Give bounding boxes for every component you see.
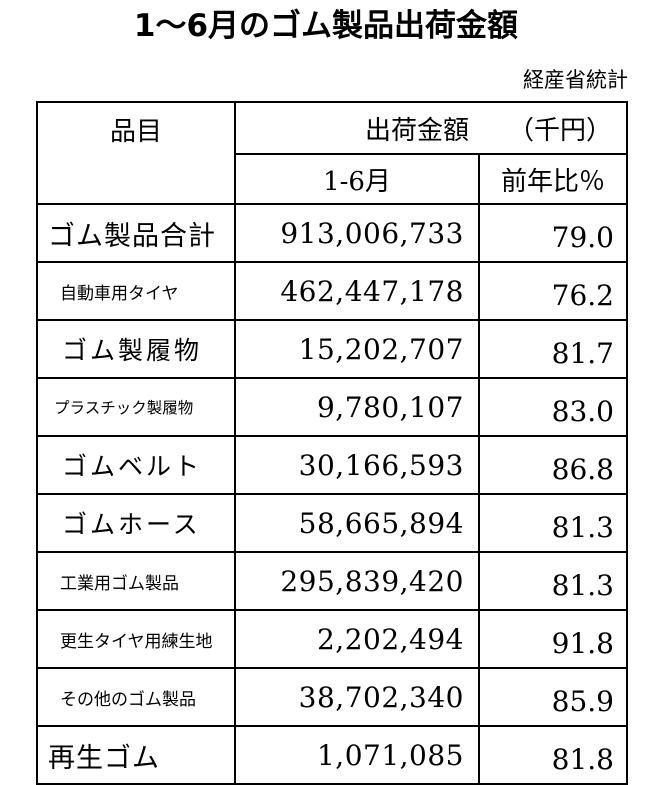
row-yoy: 81.7 [478, 319, 628, 379]
table-row: ゴムベルト 30,166,593 86.8 [36, 435, 628, 495]
table-row: 工業用ゴム製品 295,839,420 81.3 [36, 551, 628, 611]
shipment-table: 品目 出荷金額 （千円） 1-6月 前年比％ ゴム製品合計 913,006,73… [36, 101, 628, 785]
row-value: 913,006,733 [234, 203, 480, 263]
row-yoy: 81.3 [478, 493, 628, 553]
row-yoy: 81.8 [478, 725, 628, 785]
row-value: 38,702,340 [234, 667, 480, 727]
row-yoy: 83.0 [478, 377, 628, 437]
table-row: プラスチック製履物 9,780,107 83.0 [36, 377, 628, 437]
row-value: 58,665,894 [234, 493, 480, 553]
row-yoy: 86.8 [478, 435, 628, 495]
row-value: 2,202,494 [234, 609, 480, 669]
row-name: 自動車用タイヤ [36, 261, 236, 321]
row-value: 15,202,707 [234, 319, 480, 379]
row-yoy: 79.0 [478, 203, 628, 263]
row-yoy: 76.2 [478, 261, 628, 321]
table-row: 再生ゴム 1,071,085 81.8 [36, 725, 628, 785]
table-row: ゴム製品合計 913,006,733 79.0 [36, 203, 628, 263]
header-yoy: 前年比％ [478, 153, 628, 205]
row-name: ゴムベルト [36, 435, 236, 495]
row-value: 462,447,178 [234, 261, 480, 321]
table-row: 更生タイヤ用練生地 2,202,494 91.8 [36, 609, 628, 669]
row-yoy: 85.9 [478, 667, 628, 727]
row-name: プラスチック製履物 [36, 377, 236, 437]
row-value: 9,780,107 [234, 377, 480, 437]
table-row: ゴムホース 58,665,894 81.3 [36, 493, 628, 553]
row-value: 295,839,420 [234, 551, 480, 611]
row-name: 更生タイヤ用練生地 [36, 609, 236, 669]
row-yoy: 91.8 [478, 609, 628, 669]
row-value: 1,071,085 [234, 725, 480, 785]
row-name: 工業用ゴム製品 [36, 551, 236, 611]
header-period: 1-6月 [234, 153, 480, 205]
row-name: 再生ゴム [36, 725, 236, 785]
row-name: ゴムホース [36, 493, 236, 553]
table-subheader-row: 1-6月 前年比％ [37, 153, 628, 205]
table-row: その他のゴム製品 38,702,340 85.9 [36, 667, 628, 727]
header-item: 品目 [36, 101, 236, 205]
row-yoy: 81.3 [478, 551, 628, 611]
row-name: その他のゴム製品 [36, 667, 236, 727]
source-label: 経産省統計 [523, 68, 628, 92]
header-amount: 出荷金額 （千円） [234, 101, 628, 155]
row-name: ゴム製履物 [36, 319, 236, 379]
row-value: 30,166,593 [234, 435, 480, 495]
table-header-row: 品目 出荷金額 （千円） [36, 101, 628, 205]
table-row: ゴム製履物 15,202,707 81.7 [36, 319, 628, 379]
table-row: 自動車用タイヤ 462,447,178 76.2 [36, 261, 628, 321]
page-title: 1～6月のゴム製品出荷金額 [133, 8, 519, 44]
row-name: ゴム製品合計 [36, 203, 236, 263]
